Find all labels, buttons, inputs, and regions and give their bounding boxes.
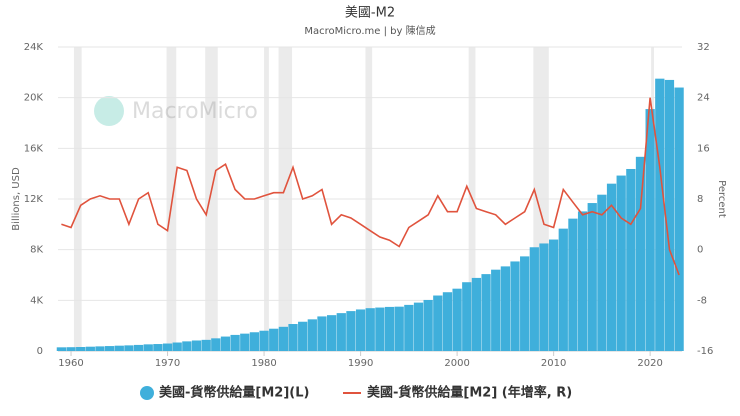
bar [201, 339, 211, 351]
watermark-icon [94, 96, 124, 126]
chart-title: 美國-M2 [345, 6, 395, 21]
bar [433, 295, 443, 351]
legend-label[interactable]: 美國-貨幣供給量[M2](L) [159, 385, 309, 401]
bar [56, 347, 67, 351]
bar [520, 256, 530, 351]
bar [413, 302, 424, 351]
bar [172, 342, 182, 351]
y-tick-label: 4K [30, 295, 43, 306]
bar [394, 306, 404, 351]
y2-tick-label: 16 [697, 143, 710, 154]
y-tick-label: 12K [24, 194, 44, 205]
watermark-text: MacroMicro [132, 99, 258, 124]
bar [346, 311, 356, 351]
bar [384, 306, 395, 351]
legend-swatch [140, 386, 154, 400]
y2-tick-label: -16 [697, 346, 713, 357]
bar [635, 156, 646, 351]
bar [162, 343, 173, 351]
y2-tick-label: 32 [697, 42, 710, 53]
bar [191, 340, 202, 351]
bar [645, 109, 655, 351]
bar [153, 344, 163, 351]
bar [462, 282, 472, 351]
bar [481, 274, 491, 351]
y-tick-label: 16K [24, 143, 44, 154]
bar [259, 330, 269, 351]
bar [539, 243, 549, 351]
bar [114, 345, 124, 351]
watermark: MacroMicro [94, 96, 258, 126]
x-tick-label: 1960 [58, 358, 83, 369]
x-tick-label: 2010 [541, 358, 566, 369]
x-tick-label: 1990 [348, 358, 373, 369]
bar [442, 292, 453, 351]
y-tick-label: 0 [37, 346, 43, 357]
bar [278, 326, 289, 351]
y-tick-label: 8K [30, 245, 43, 256]
bar [404, 304, 414, 351]
bar [143, 344, 153, 351]
bar [133, 344, 144, 351]
bar [124, 345, 134, 351]
bar [529, 247, 539, 351]
bar [327, 315, 337, 351]
bar [587, 203, 597, 351]
bar [471, 277, 482, 351]
bar [105, 346, 115, 351]
bar [220, 336, 231, 351]
bar [182, 341, 192, 351]
bar [655, 78, 665, 352]
legend-label[interactable]: 美國-貨幣供給量[M2] (年增率, R) [367, 385, 572, 401]
bar [355, 309, 366, 351]
bar [76, 347, 86, 351]
y2-axis-title: Percent [716, 180, 727, 218]
bar [510, 261, 520, 351]
bar [568, 218, 578, 351]
bar [336, 313, 346, 351]
chart-subtitle: MacroMicro.me | by 陳信成 [304, 25, 435, 37]
bar [230, 334, 240, 351]
bar [365, 308, 375, 351]
bar [240, 333, 250, 351]
bar [616, 175, 626, 351]
y-tick-label: 24K [24, 42, 44, 53]
bar [548, 239, 559, 351]
bar [491, 269, 501, 351]
bar [606, 183, 617, 351]
bar [500, 266, 511, 351]
y-axis-title: Billions, USD [11, 167, 22, 231]
x-tick-label: 2000 [444, 358, 469, 369]
bar [558, 228, 568, 351]
y2-tick-label: -8 [697, 295, 707, 306]
bar [674, 87, 684, 352]
bar [211, 338, 221, 351]
bar [307, 319, 317, 351]
y-tick-label: 20K [24, 93, 44, 104]
bar [298, 321, 308, 351]
bar [288, 324, 298, 351]
bar [423, 299, 433, 351]
y2-tick-label: 24 [697, 93, 710, 104]
bar [577, 211, 588, 351]
bar [626, 168, 636, 351]
y2-tick-label: 8 [697, 194, 703, 205]
bar [597, 194, 607, 351]
bar [249, 332, 260, 351]
bar [664, 79, 675, 351]
bar [66, 347, 76, 351]
x-tick-label: 1970 [155, 358, 180, 369]
y2-tick-label: 0 [697, 245, 703, 256]
bar [452, 288, 462, 351]
bar [95, 346, 105, 351]
bar [317, 316, 327, 351]
x-tick-label: 2020 [637, 358, 662, 369]
bar [375, 307, 385, 351]
bar [269, 328, 279, 351]
line [61, 97, 680, 276]
x-tick-label: 1980 [251, 358, 276, 369]
bar [85, 346, 95, 351]
